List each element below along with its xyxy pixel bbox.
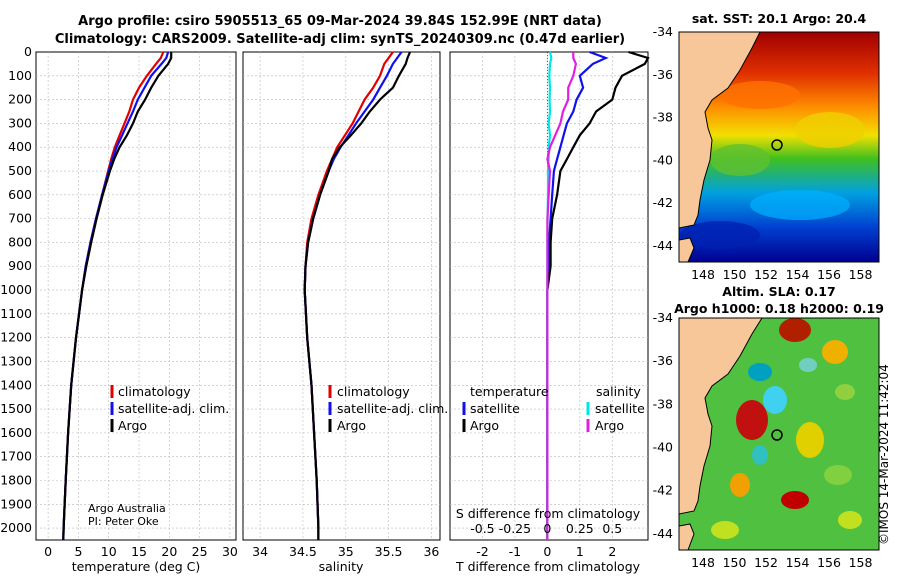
- map-lon-tick: 152: [754, 555, 778, 570]
- map-lon-tick: 154: [786, 555, 810, 570]
- y-tick-label: 200: [8, 92, 32, 107]
- series-differences-s-argo: [546, 52, 578, 540]
- y-tick-label: 1700: [0, 449, 32, 464]
- map-lat-tick: -38: [653, 110, 673, 125]
- y-tick-label: 800: [8, 234, 32, 249]
- y-tick-label: 0: [24, 44, 32, 59]
- sla-tasmania: [679, 523, 695, 550]
- x-tick-label: 36: [423, 544, 439, 559]
- credit-line2: PI: Peter Oke: [88, 515, 159, 528]
- x-tick-label: 0: [44, 544, 52, 559]
- x-tick-label: 10: [101, 544, 117, 559]
- x-tick-label: 5: [74, 544, 82, 559]
- x-tick-label: -1: [509, 544, 521, 559]
- x-tick-label-salinity: -0.25: [499, 521, 531, 536]
- y-tick-label: 1400: [0, 377, 32, 392]
- panel-frame-temperature: [35, 51, 237, 541]
- sst-tasmania: [679, 237, 695, 262]
- map-lat-tick: -42: [653, 195, 673, 210]
- y-tick-label: 300: [8, 115, 32, 130]
- y-tick-label: 2000: [0, 520, 32, 535]
- panel-frame-differences: [449, 51, 649, 541]
- sst-land: [679, 32, 761, 229]
- sla-map: [678, 317, 880, 551]
- map-lat-tick: -36: [653, 353, 673, 368]
- x-tick-label: 0: [543, 544, 551, 559]
- y-tick-label: 600: [8, 187, 32, 202]
- x-tick-label: 25: [192, 544, 208, 559]
- map-lon-tick: 158: [849, 267, 873, 282]
- series-salinity-satellite-adj-clim-: [303, 51, 403, 540]
- map-lon-tick: 148: [691, 555, 715, 570]
- y-tick-label: 1500: [0, 401, 32, 416]
- series-differences-t-satellite: [546, 50, 609, 540]
- series-temperature-satellite-adj-clim-: [62, 51, 170, 541]
- y-tick-label: 1000: [0, 282, 32, 297]
- x-tick-label: 2: [608, 544, 616, 559]
- x-tick-label: 34.5: [289, 544, 317, 559]
- x-tick-label: 35: [338, 544, 354, 559]
- series-salinity-climatology: [303, 51, 394, 540]
- map-lon-tick: 156: [817, 555, 841, 570]
- chart-title-line1: Argo profile: csiro 5905513_65 09-Mar-20…: [78, 14, 602, 29]
- map-lat-tick: -40: [653, 152, 673, 167]
- map-lon-tick: 150: [723, 555, 747, 570]
- y-tick-label: 1600: [0, 425, 32, 440]
- x-tick-label: 34: [252, 544, 268, 559]
- map-lat-tick: -36: [653, 67, 673, 82]
- map-lon-tick: 154: [786, 267, 810, 282]
- x-tick-label-salinity: 0: [543, 521, 551, 536]
- x-tick-label: 35.5: [375, 544, 403, 559]
- y-tick-label: 700: [8, 211, 32, 226]
- map-lat-tick: -34: [653, 310, 673, 325]
- series-temperature-argo: [62, 52, 173, 541]
- sst-float-marker: [771, 139, 783, 151]
- x-tick-label: 15: [131, 544, 147, 559]
- sst-map: [678, 31, 880, 263]
- map-lon-tick: 148: [691, 267, 715, 282]
- map-lon-tick: 152: [754, 267, 778, 282]
- x-tick-label: -2: [476, 544, 488, 559]
- map-lon-tick: 156: [817, 267, 841, 282]
- credit-line1: Argo Australia: [88, 502, 166, 515]
- map-lat-tick: -42: [653, 483, 673, 498]
- map-lat-tick: -38: [653, 396, 673, 411]
- map-lat-tick: -40: [653, 439, 673, 454]
- x-tick-label-salinity: 0.5: [602, 521, 622, 536]
- y-tick-label: 500: [8, 163, 32, 178]
- x-tick-label-salinity: 0.25: [566, 521, 594, 536]
- map-lon-tick: 150: [723, 267, 747, 282]
- sla-float-marker: [771, 429, 783, 441]
- y-tick-label: 100: [8, 68, 32, 83]
- y-tick-label: 400: [8, 139, 32, 154]
- series-differences-t-argo: [546, 50, 650, 540]
- chart-title-line2: Climatology: CARS2009. Satellite-adj cli…: [54, 32, 626, 47]
- y-tick-label: 900: [8, 258, 32, 273]
- y-tick-label: 1100: [0, 306, 32, 321]
- y-tick-label: 1200: [0, 330, 32, 345]
- series-salinity-argo: [303, 51, 412, 540]
- y-tick-label: 1800: [0, 472, 32, 487]
- x-tick-label: 20: [161, 544, 177, 559]
- imos-timestamp: ©IMOS 14-Mar-2024 11:42:04: [877, 364, 891, 545]
- map-lat-tick: -44: [653, 526, 673, 541]
- y-tick-label: 1900: [0, 496, 32, 511]
- y-tick-label: 1300: [0, 353, 32, 368]
- x-tick-label: 30: [222, 544, 238, 559]
- x-tick-label: 1: [576, 544, 584, 559]
- map-lat-tick: -34: [653, 24, 673, 39]
- x-tick-label-salinity: -0.5: [470, 521, 494, 536]
- panel-frame-salinity: [242, 51, 441, 541]
- map-lat-tick: -44: [653, 238, 673, 253]
- sla-land: [679, 318, 763, 515]
- map-lon-tick: 158: [849, 555, 873, 570]
